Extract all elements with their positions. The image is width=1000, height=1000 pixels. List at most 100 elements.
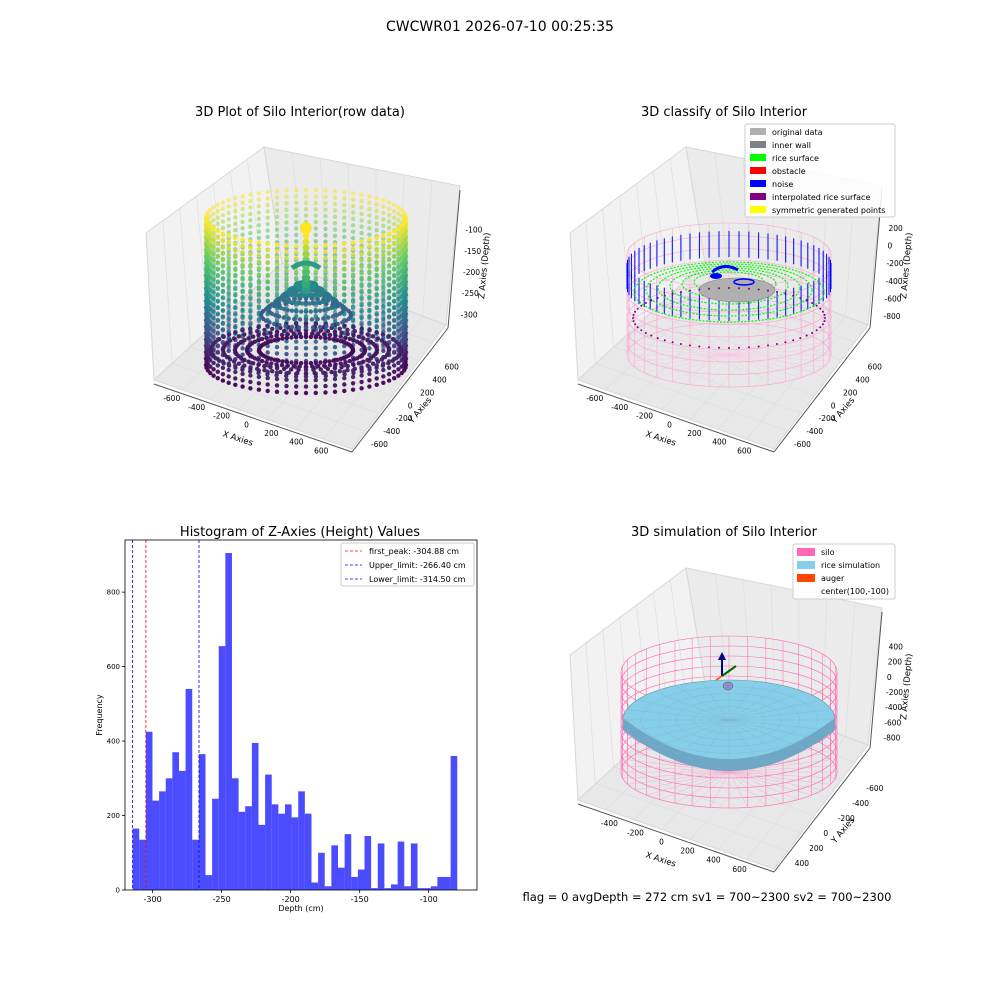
raw-point: [396, 290, 401, 295]
interpolated-point: [767, 344, 769, 347]
silo-floor-spoke: [728, 354, 769, 385]
raw-point: [215, 273, 220, 279]
raw-point: [203, 215, 209, 221]
histogram-y-tick-label: 400: [107, 738, 120, 746]
interpolated-point: [650, 299, 653, 302]
classify-x-label: X Axies: [644, 429, 677, 448]
raw-point: [327, 362, 333, 368]
raw-x-ticks: -600 -400 -200 0 200 400 600: [163, 394, 328, 455]
rice-simulation-side: [623, 718, 835, 771]
raw-point: [313, 275, 318, 280]
raw-point: [303, 367, 309, 373]
histogram-bar: [284, 804, 292, 890]
grid-line: [246, 159, 265, 280]
raw-point: [350, 253, 356, 258]
silo-floor-spoke: [728, 342, 824, 356]
raw-point: [323, 207, 328, 212]
noise-blob: [710, 273, 722, 279]
raw-point: [270, 326, 275, 331]
raw-point: [367, 206, 372, 212]
rice-mesh-spoke: [653, 719, 730, 749]
grid-line: [602, 628, 614, 767]
raw-point: [302, 238, 310, 246]
raw-point: [215, 344, 220, 349]
raw-point: [323, 226, 328, 232]
raw-point: [221, 334, 226, 339]
raw-point: [233, 248, 238, 253]
raw-point: [345, 331, 350, 337]
histogram-bar: [450, 755, 458, 890]
raw-point: [327, 359, 332, 364]
raw-point: [215, 267, 220, 272]
raw-point: [367, 371, 372, 377]
histogram-bar: [258, 824, 266, 890]
raw-point: [274, 268, 280, 273]
raw-point: [313, 309, 318, 314]
raw-point: [332, 201, 338, 207]
raw-point: [367, 232, 372, 237]
raw-point: [359, 379, 364, 385]
raw-point: [342, 372, 347, 377]
raw-point: [286, 316, 291, 321]
raw-point: [399, 230, 404, 235]
raw-point: [220, 314, 226, 319]
raw-point: [374, 345, 379, 351]
raw-point: [392, 267, 397, 272]
raw-point: [396, 367, 401, 372]
raw-point: [325, 328, 331, 334]
raw-point: [350, 387, 356, 392]
raw-point: [313, 352, 318, 357]
raw-point: [365, 332, 370, 337]
raw-point: [256, 223, 262, 228]
raw-point: [211, 322, 216, 327]
cls-y-tick: 0: [831, 401, 836, 410]
raw-x-tick: -200: [213, 412, 230, 421]
sim-y-tick: 400: [795, 859, 810, 868]
raw-point: [284, 390, 289, 395]
raw-point: [396, 316, 401, 321]
raw-point: [350, 240, 356, 245]
silo-floor-spoke: [659, 771, 730, 800]
interpolated-point: [784, 341, 787, 344]
raw-point: [256, 381, 262, 386]
raw-point: [367, 328, 372, 333]
raw-point: [396, 217, 401, 223]
raw-point: [345, 363, 350, 369]
sim-z-tick: -800: [883, 733, 900, 742]
raw-point: [399, 313, 404, 318]
raw-point: [211, 316, 216, 321]
interpolated-point: [644, 332, 647, 334]
raw-point: [220, 200, 226, 205]
raw-point: [323, 281, 328, 286]
raw-point: [265, 280, 270, 285]
raw-point: [274, 242, 280, 247]
raw-point: [293, 321, 299, 326]
classify-legend-label: interpolated rice surface: [772, 193, 870, 202]
histogram-bar: [291, 817, 299, 890]
raw-point: [215, 324, 220, 330]
rice-mesh-spoke: [637, 719, 730, 741]
silo-floor-spoke: [634, 354, 730, 368]
raw-point: [345, 327, 350, 333]
raw-point: [265, 196, 270, 201]
raw-point: [215, 248, 220, 253]
raw-point: [399, 364, 404, 369]
raw-x-tick: 0: [244, 420, 249, 429]
grid-line: [595, 783, 789, 852]
interpolated-point: [656, 296, 659, 299]
raw-point: [330, 323, 335, 328]
raw-point: [294, 187, 299, 193]
raw-point: [256, 374, 262, 380]
raw-point: [278, 369, 283, 375]
raw-point: [208, 207, 213, 213]
interpolated-point: [823, 313, 826, 316]
raw-x-tick: -600: [163, 394, 180, 403]
histogram-bar: [205, 875, 213, 890]
raw-point: [248, 277, 253, 282]
raw-point: [215, 280, 220, 285]
raw-point: [332, 329, 338, 334]
silo-floor-spoke: [728, 354, 824, 368]
raw-point: [335, 338, 340, 343]
raw-point: [350, 285, 356, 290]
raw-point: [322, 307, 327, 313]
